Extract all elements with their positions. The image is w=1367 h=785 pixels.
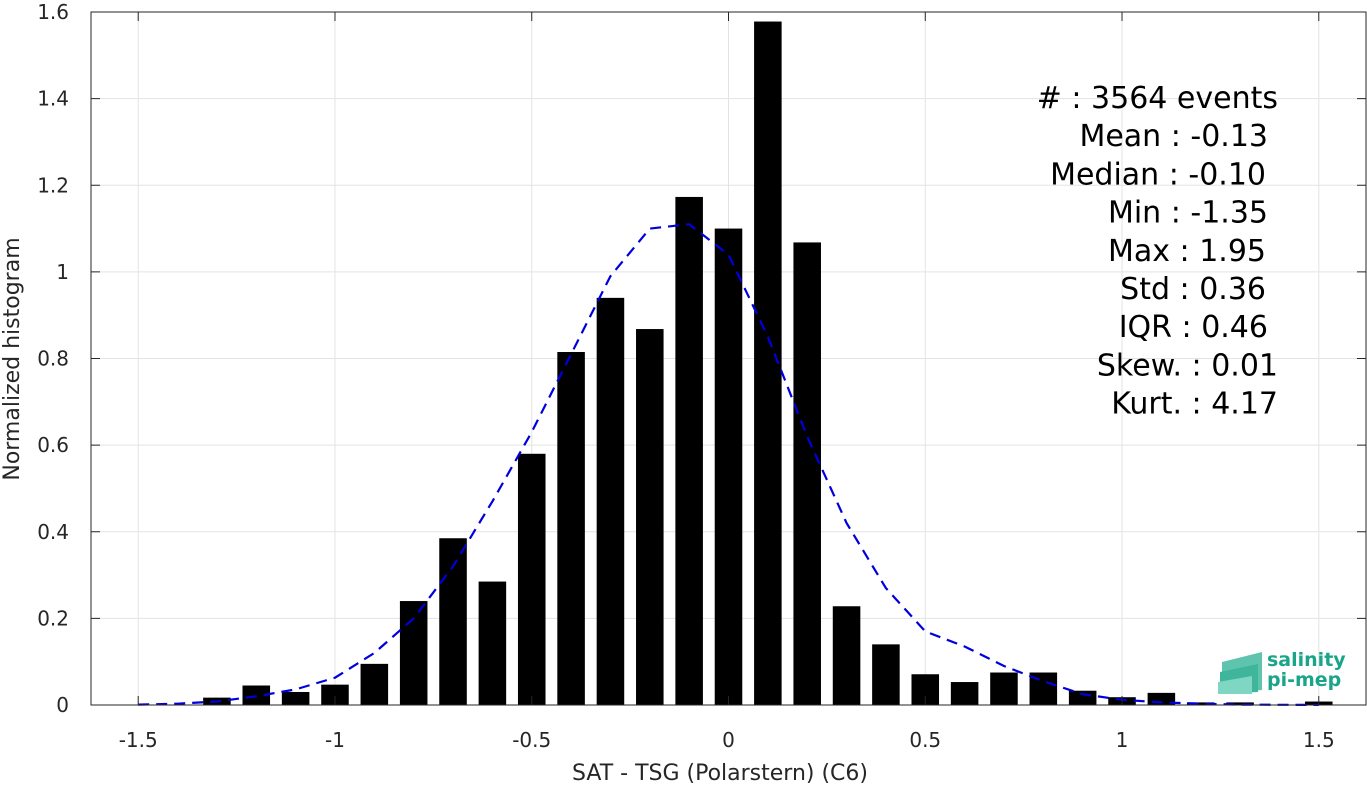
y-tick-label: 1.2 bbox=[37, 173, 69, 197]
x-tick-labels: -1.5 -1 -0.5 0 0.5 1 1.5 bbox=[119, 728, 1335, 752]
x-tick-label: 1 bbox=[1116, 728, 1129, 752]
histogram-bar bbox=[832, 606, 861, 705]
x-tick-label: -1 bbox=[325, 728, 345, 752]
y-tick-label: 1.4 bbox=[37, 87, 69, 111]
x-axis-label: SAT - TSG (Polarstern) (C6) bbox=[572, 761, 868, 785]
stats-line: # : 3564 events bbox=[1037, 81, 1278, 116]
y-tick-label: 0.6 bbox=[37, 433, 69, 457]
y-tick-label: 0.2 bbox=[37, 606, 69, 630]
histogram-bar bbox=[714, 228, 743, 705]
histogram-bar bbox=[1186, 702, 1215, 705]
y-axis-label: Normalized histogram bbox=[0, 237, 25, 480]
histogram-bar bbox=[517, 453, 546, 705]
x-tick-label: -0.5 bbox=[512, 728, 551, 752]
histogram-bar bbox=[360, 663, 389, 705]
histogram-bars bbox=[203, 21, 1333, 706]
histogram-bar bbox=[557, 352, 585, 705]
histogram-bar bbox=[675, 196, 703, 705]
stats-line: Kurt. : 4.17 bbox=[1111, 387, 1278, 422]
y-tick-labels: 0 0.2 0.4 0.6 0.8 1 1.2 1.4 1.6 bbox=[37, 0, 69, 717]
histogram-bar bbox=[990, 672, 1018, 705]
histogram-bar bbox=[596, 297, 625, 705]
histogram-bar bbox=[478, 581, 507, 705]
y-tick-label: 1 bbox=[56, 260, 69, 284]
stats-line: Mean : -0.13 bbox=[1079, 119, 1268, 154]
y-tick-label: 0.8 bbox=[37, 347, 69, 371]
stats-line: IQR : 0.46 bbox=[1119, 310, 1268, 345]
histogram-bar bbox=[872, 644, 900, 705]
x-tick-label: 1.5 bbox=[1303, 728, 1335, 752]
histogram-bar bbox=[439, 538, 467, 705]
histogram-bar bbox=[1226, 702, 1254, 705]
histogram-bar bbox=[321, 684, 349, 705]
x-tick-label: -1.5 bbox=[119, 728, 158, 752]
histogram-bar bbox=[281, 692, 310, 705]
logo-text-pi-mep: pi-mep bbox=[1267, 669, 1341, 691]
stats-line: Std : 0.36 bbox=[1120, 272, 1266, 307]
stats-line: Skew. : 0.01 bbox=[1097, 348, 1278, 383]
stats-line: Min : -1.35 bbox=[1108, 196, 1268, 231]
stats-line: Max : 1.95 bbox=[1108, 234, 1266, 269]
salinity-pi-mep-logo: salinity pi-mep bbox=[1218, 649, 1346, 694]
histogram-bar bbox=[950, 682, 979, 705]
logo-text-salinity: salinity bbox=[1267, 649, 1346, 671]
y-tick-label: 0 bbox=[56, 693, 69, 717]
histogram-bar bbox=[399, 601, 428, 705]
axis-ticks bbox=[91, 11, 1366, 706]
stats-line: Median : -0.10 bbox=[1050, 157, 1266, 192]
histogram-bar bbox=[793, 242, 821, 706]
x-tick-label: 0.5 bbox=[909, 728, 941, 752]
y-tick-label: 1.6 bbox=[37, 0, 69, 24]
histogram-bar bbox=[754, 21, 782, 706]
logo-wave-icon bbox=[1218, 652, 1262, 694]
histogram-bar bbox=[1068, 690, 1097, 705]
histogram-bar bbox=[636, 329, 664, 705]
x-tick-label: 0 bbox=[722, 728, 735, 752]
y-tick-label: 0.4 bbox=[37, 520, 69, 544]
